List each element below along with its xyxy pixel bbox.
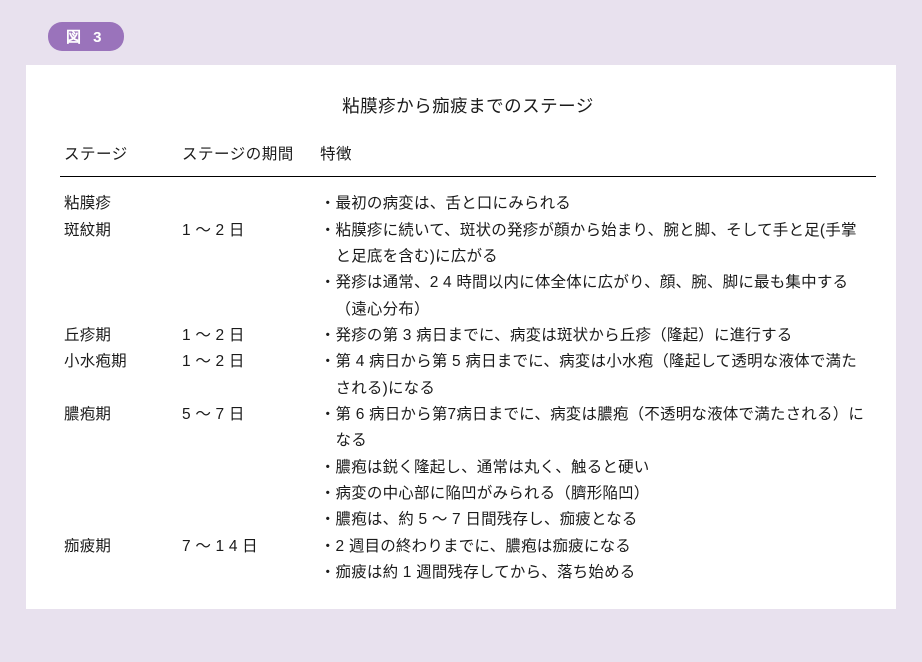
feature-line: ・2 週目の終わりまでに、膿疱は痂疲になる — [320, 534, 872, 560]
cell-period: 7 ～ 1 4 日 — [178, 534, 316, 560]
table-row: ・膿疱は、約 5 ～ 7 日間残存し、痂疲となる — [60, 507, 876, 533]
col-header-feature: 特徴 — [316, 136, 876, 177]
feature-text: 発疹は通常、2 4 時間以内に体全体に広がり、顔、腕、脚に最も集中する（遠心分布… — [336, 270, 873, 323]
bullet-icon: ・ — [320, 218, 336, 244]
feature-line: ・発疹は通常、2 4 時間以内に体全体に広がり、顔、腕、脚に最も集中する（遠心分… — [320, 270, 872, 323]
table-row: 丘疹期1 ～ 2 日・発疹の第 3 病日までに、病変は斑状から丘疹（隆起）に進行… — [60, 323, 876, 349]
table-row: 斑紋期1 ～ 2 日・粘膜疹に続いて、斑状の発疹が顔から始まり、腕と脚、そして手… — [60, 218, 876, 271]
feature-line: ・最初の病変は、舌と口にみられる — [320, 191, 872, 217]
feature-text: 2 週目の終わりまでに、膿疱は痂疲になる — [336, 534, 873, 560]
cell-period: 5 ～ 7 日 — [178, 402, 316, 455]
feature-text: 痂疲は約 1 週間残存してから、落ち始める — [336, 560, 873, 586]
cell-feature: ・膿疱は、約 5 ～ 7 日間残存し、痂疲となる — [316, 507, 876, 533]
cell-period: 1 ～ 2 日 — [178, 349, 316, 402]
cell-stage: 膿疱期 — [60, 402, 178, 455]
table-row: ・発疹は通常、2 4 時間以内に体全体に広がり、顔、腕、脚に最も集中する（遠心分… — [60, 270, 876, 323]
feature-line: ・痂疲は約 1 週間残存してから、落ち始める — [320, 560, 872, 586]
table-row: ・病変の中心部に陥凹がみられる（臍形陥凹） — [60, 481, 876, 507]
col-header-period: ステージの期間 — [178, 136, 316, 177]
cell-period — [178, 270, 316, 323]
table-row: 膿疱期5 ～ 7 日・第 6 病日から第7病日までに、病変は膿疱（不透明な液体で… — [60, 402, 876, 455]
cell-stage — [60, 270, 178, 323]
bullet-icon: ・ — [320, 507, 336, 533]
feature-line: ・発疹の第 3 病日までに、病変は斑状から丘疹（隆起）に進行する — [320, 323, 872, 349]
cell-period: 1 ～ 2 日 — [178, 218, 316, 271]
col-header-stage: ステージ — [60, 136, 178, 177]
cell-period — [178, 177, 316, 218]
feature-text: 第 6 病日から第7病日までに、病変は膿疱（不透明な液体で満たされる）になる — [336, 402, 873, 455]
cell-feature: ・膿疱は鋭く隆起し、通常は丸く、触ると硬い — [316, 455, 876, 481]
cell-stage — [60, 560, 178, 586]
cell-feature: ・第 6 病日から第7病日までに、病変は膿疱（不透明な液体で満たされる）になる — [316, 402, 876, 455]
cell-period — [178, 507, 316, 533]
cell-stage: 痂疲期 — [60, 534, 178, 560]
cell-period — [178, 481, 316, 507]
bullet-icon: ・ — [320, 560, 336, 586]
feature-text: 第 4 病日から第 5 病日までに、病変は小水疱（隆起して透明な液体で満たされる… — [336, 349, 873, 402]
cell-stage — [60, 455, 178, 481]
table-row: ・膿疱は鋭く隆起し、通常は丸く、触ると硬い — [60, 455, 876, 481]
cell-stage: 斑紋期 — [60, 218, 178, 271]
stage-table: ステージ ステージの期間 特徴 粘膜疹・最初の病変は、舌と口にみられる斑紋期1 … — [60, 136, 876, 587]
page: 図 3 粘膜疹から痂疲までのステージ ステージ ステージの期間 特徴 粘膜疹・最… — [0, 0, 922, 662]
cell-stage — [60, 507, 178, 533]
cell-feature: ・発疹は通常、2 4 時間以内に体全体に広がり、顔、腕、脚に最も集中する（遠心分… — [316, 270, 876, 323]
feature-line: ・第 4 病日から第 5 病日までに、病変は小水疱（隆起して透明な液体で満たされ… — [320, 349, 872, 402]
bullet-icon: ・ — [320, 534, 336, 560]
cell-period: 1 ～ 2 日 — [178, 323, 316, 349]
feature-text: 膿疱は鋭く隆起し、通常は丸く、触ると硬い — [336, 455, 873, 481]
table-row: 粘膜疹 ・最初の病変は、舌と口にみられる — [60, 177, 876, 218]
cell-feature: ・病変の中心部に陥凹がみられる（臍形陥凹） — [316, 481, 876, 507]
cell-period — [178, 455, 316, 481]
bullet-icon: ・ — [320, 270, 336, 296]
cell-period — [178, 560, 316, 586]
table-row: ・痂疲は約 1 週間残存してから、落ち始める — [60, 560, 876, 586]
cell-feature: ・最初の病変は、舌と口にみられる — [316, 177, 876, 218]
table-body: 粘膜疹・最初の病変は、舌と口にみられる斑紋期1 ～ 2 日・粘膜疹に続いて、斑状… — [60, 177, 876, 587]
bullet-icon: ・ — [320, 191, 336, 217]
bullet-icon: ・ — [320, 323, 336, 349]
table-row: 痂疲期7 ～ 1 4 日・2 週目の終わりまでに、膿疱は痂疲になる — [60, 534, 876, 560]
feature-line: ・粘膜疹に続いて、斑状の発疹が顔から始まり、腕と脚、そして手と足(手掌と足底を含… — [320, 218, 872, 271]
cell-feature: ・発疹の第 3 病日までに、病変は斑状から丘疹（隆起）に進行する — [316, 323, 876, 349]
table-header-row: ステージ ステージの期間 特徴 — [60, 136, 876, 177]
bullet-icon: ・ — [320, 402, 336, 428]
cell-stage — [60, 481, 178, 507]
bullet-icon: ・ — [320, 349, 336, 375]
cell-stage: 丘疹期 — [60, 323, 178, 349]
cell-stage: 粘膜疹 — [60, 177, 178, 218]
feature-line: ・第 6 病日から第7病日までに、病変は膿疱（不透明な液体で満たされる）になる — [320, 402, 872, 455]
bullet-icon: ・ — [320, 481, 336, 507]
feature-text: 膿疱は、約 5 ～ 7 日間残存し、痂疲となる — [336, 507, 873, 533]
feature-line: ・病変の中心部に陥凹がみられる（臍形陥凹） — [320, 481, 872, 507]
cell-feature: ・第 4 病日から第 5 病日までに、病変は小水疱（隆起して透明な液体で満たされ… — [316, 349, 876, 402]
cell-feature: ・粘膜疹に続いて、斑状の発疹が顔から始まり、腕と脚、そして手と足(手掌と足底を含… — [316, 218, 876, 271]
card: 粘膜疹から痂疲までのステージ ステージ ステージの期間 特徴 粘膜疹・最初の病変… — [26, 65, 896, 609]
table-row: 小水疱期1 ～ 2 日・第 4 病日から第 5 病日までに、病変は小水疱（隆起し… — [60, 349, 876, 402]
feature-text: 最初の病変は、舌と口にみられる — [336, 191, 873, 217]
feature-line: ・膿疱は鋭く隆起し、通常は丸く、触ると硬い — [320, 455, 872, 481]
cell-stage: 小水疱期 — [60, 349, 178, 402]
feature-text: 発疹の第 3 病日までに、病変は斑状から丘疹（隆起）に進行する — [336, 323, 873, 349]
feature-line: ・膿疱は、約 5 ～ 7 日間残存し、痂疲となる — [320, 507, 872, 533]
bullet-icon: ・ — [320, 455, 336, 481]
feature-text: 粘膜疹に続いて、斑状の発疹が顔から始まり、腕と脚、そして手と足(手掌と足底を含む… — [336, 218, 873, 271]
cell-feature: ・痂疲は約 1 週間残存してから、落ち始める — [316, 560, 876, 586]
feature-text: 病変の中心部に陥凹がみられる（臍形陥凹） — [336, 481, 873, 507]
figure-badge: 図 3 — [48, 22, 124, 51]
figure-title: 粘膜疹から痂疲までのステージ — [60, 93, 876, 118]
cell-feature: ・2 週目の終わりまでに、膿疱は痂疲になる — [316, 534, 876, 560]
